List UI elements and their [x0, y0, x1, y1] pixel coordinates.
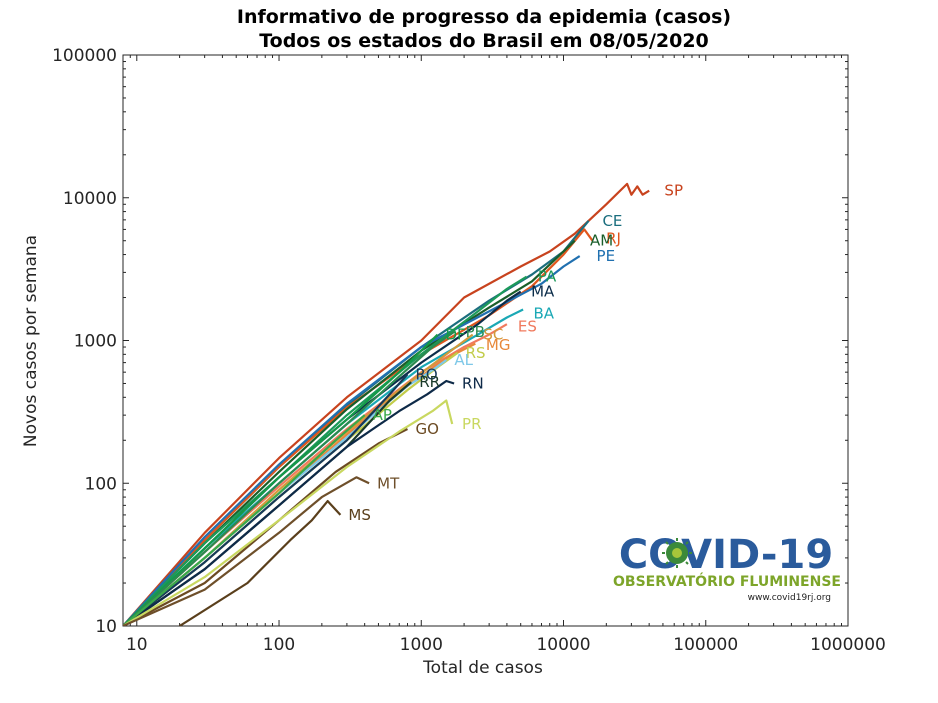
- x-tick-label: 100: [263, 635, 295, 655]
- x-tick-label: 100000: [673, 635, 738, 655]
- series-line-ro: [123, 373, 409, 626]
- series-label-go: GO: [415, 420, 438, 438]
- series-label-mg: MG: [486, 336, 511, 354]
- series-line-df: [123, 333, 439, 626]
- series-line-mt: [123, 476, 370, 626]
- series-line-ap: [123, 414, 366, 626]
- series-label-sp: SP: [664, 182, 683, 200]
- x-tick-label: 1000: [400, 635, 443, 655]
- y-tick-label: 100000: [52, 46, 117, 66]
- series-label-ma: MA: [531, 283, 555, 301]
- series-line-ms: [179, 500, 342, 626]
- series-line-pe: [123, 255, 581, 626]
- series-label-pb: PB: [466, 323, 485, 341]
- y-tick-label: 10000: [63, 189, 117, 209]
- series-label-rs: RS: [466, 344, 486, 362]
- series-label-ce: CE: [602, 212, 622, 230]
- series-line-sp: [123, 182, 650, 626]
- chart-title: Informativo de progresso da epidemia (ca…: [237, 6, 731, 28]
- series-label-pr: PR: [462, 415, 481, 433]
- y-tick-label: 100: [85, 474, 117, 494]
- chart-subtitle: Todos os estados do Brasil em 08/05/2020: [259, 30, 709, 52]
- x-tick-label: 10: [126, 635, 148, 655]
- y-axis-label: Novos casos por semana: [21, 235, 41, 447]
- observatorio-fluminense-logo: COVID-19 OBSERVATÓRIO FLUMINENSE www.cov…: [613, 532, 841, 603]
- series-label-rn: RN: [462, 374, 484, 392]
- logo-subtitle: OBSERVATÓRIO FLUMINENSE: [613, 572, 841, 590]
- series-line-rn: [123, 379, 455, 626]
- series-label-rr: RR: [419, 373, 440, 391]
- series-label-pe: PE: [597, 247, 616, 265]
- logo-title: COVID-19: [619, 532, 833, 578]
- virus-icon: [662, 538, 692, 568]
- x-axis-label: Total de casos: [422, 658, 543, 678]
- series-label-am: AM: [590, 232, 613, 250]
- series-label-sc: SC: [483, 326, 503, 344]
- x-tick-label: 10000: [536, 635, 590, 655]
- series-label-pa: PA: [538, 268, 557, 286]
- series-label-rj: RJ: [606, 229, 621, 247]
- series-label-al: AL: [454, 351, 473, 369]
- series-label-es: ES: [518, 318, 537, 336]
- series-lines: [123, 182, 650, 626]
- x-tick-label: 1000000: [810, 635, 886, 655]
- series-label-mt: MT: [377, 474, 400, 492]
- y-tick-label: 1000: [74, 332, 117, 352]
- series-label-ro: RO: [415, 365, 437, 383]
- series-label-ap: AP: [373, 406, 392, 424]
- y-tick-label: 10: [95, 617, 117, 637]
- series-line-pr: [123, 399, 454, 626]
- series-label-ms: MS: [348, 506, 370, 524]
- series-line-pb: [123, 330, 455, 626]
- series-label-df: DF: [445, 326, 465, 344]
- logo-url: www.covid19rj.org: [748, 593, 831, 603]
- axis-ticks: 10 100 1000 10000 100000 1000000 10 100 1000 1000…: [52, 46, 886, 655]
- series-label-ba: BA: [533, 304, 554, 322]
